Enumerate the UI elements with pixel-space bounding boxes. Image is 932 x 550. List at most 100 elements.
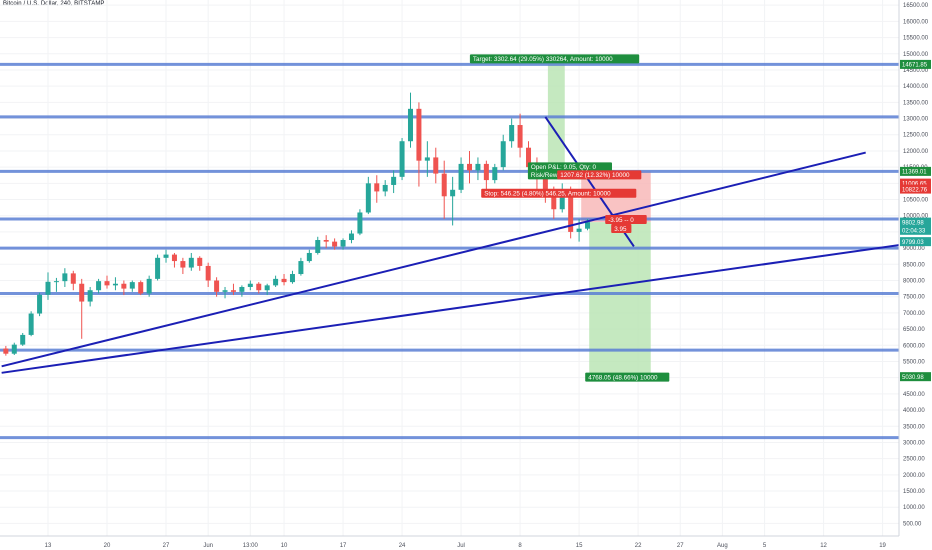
small-label-2: 3.95	[614, 226, 627, 233]
price-tag-box	[900, 178, 931, 188]
price-tag: 02:04:33	[902, 228, 926, 234]
y-tick-label: 7000.00	[903, 311, 925, 317]
candle-body	[230, 290, 236, 292]
small-label-1: -3.95 -- 0	[608, 217, 634, 224]
candle-body	[70, 273, 76, 284]
price-tag-box	[900, 217, 931, 227]
y-tick-label: 2500.00	[903, 457, 925, 463]
price-tag-box	[900, 59, 931, 69]
stop-label: Stop: 546.25 (4.80%) 546.25, Amount: 100…	[484, 191, 611, 198]
y-tick-label: 5500.00	[903, 359, 925, 365]
y-tick-label: 16000.00	[903, 19, 929, 25]
candle-body	[62, 273, 68, 282]
candle-body	[205, 265, 211, 281]
candle-body	[129, 282, 135, 289]
y-tick-label: 3000.00	[903, 440, 925, 446]
x-tick-label: 17	[340, 543, 347, 549]
candle-body	[112, 283, 118, 286]
candle-body	[526, 147, 532, 168]
x-tick-label: 12	[820, 543, 827, 549]
chart-title: Bitcoin / U.S. Dollar, 240, BITSTAMP	[3, 1, 105, 7]
price-tag-box	[900, 225, 931, 235]
candle-body	[559, 189, 565, 210]
candle-body	[188, 257, 194, 268]
candles	[3, 92, 591, 356]
price-tag: 9802.98	[902, 220, 924, 226]
candle-body	[104, 281, 110, 286]
candle-body	[273, 278, 279, 286]
target-label-box	[469, 54, 640, 64]
x-tick-label: 20	[104, 543, 111, 549]
y-tick-label: 500.00	[903, 521, 922, 527]
candle-body	[3, 348, 9, 354]
x-tick-label: 13:00	[243, 543, 259, 549]
candle-body	[163, 254, 169, 258]
candle-body	[450, 189, 456, 197]
candle-body	[306, 252, 312, 262]
y-tick-label: 15500.00	[903, 36, 929, 42]
candle-body	[433, 157, 439, 174]
x-tick-label: 10	[281, 543, 288, 549]
stop-top-label-box	[557, 170, 642, 180]
candle-body	[214, 280, 220, 292]
candle-body	[289, 274, 295, 283]
stop-top-label: 1207.62 (12.32%) 10000	[560, 172, 630, 179]
candle-body	[222, 290, 228, 292]
x-tick-label: 22	[635, 543, 642, 549]
open-pl-label: Open P&L: 9.05, Qty: 0	[531, 164, 597, 171]
candle-body	[79, 283, 85, 302]
candle-body	[441, 173, 447, 197]
price-tag: 5030.98	[902, 375, 924, 381]
y-tick-label: 14500.00	[903, 68, 929, 74]
price-tag: 11006.65	[902, 181, 927, 187]
candle-body	[357, 212, 363, 234]
y-tick-label: 16500.00	[903, 3, 929, 9]
candle-body	[568, 189, 574, 232]
y-tick-label: 13000.00	[903, 117, 929, 123]
candle-body	[492, 167, 498, 181]
y-axis: 500.00 1000.00 1500.00 2000.00 2500.00 3000.0…	[898, 0, 932, 550]
y-tick-label: 13500.00	[903, 100, 929, 106]
price-tag-box	[900, 237, 931, 247]
price-tag: 11369.01	[902, 170, 927, 176]
candle-body	[256, 283, 262, 291]
small-label-2-box	[611, 223, 632, 233]
candle-body	[247, 283, 253, 287]
candle-body	[20, 334, 26, 345]
candle-body	[197, 257, 203, 266]
stop-label-box	[481, 188, 637, 198]
bottom-label: 4768.05 (48.66%) 10000	[588, 374, 658, 381]
candle-body	[517, 125, 523, 148]
candle-body	[382, 184, 388, 192]
x-tick-label: Jun	[203, 543, 213, 549]
y-tick-label: 10500.00	[903, 198, 929, 204]
x-tick-label: 8	[518, 543, 522, 549]
small-label-1-box	[605, 214, 647, 224]
x-axis: 13 20 27 Jun 13:00 10 17 24 Jul 8 15 22 27 Aug 5 12 19	[0, 535, 932, 550]
candle-body	[399, 141, 405, 177]
candle-body	[264, 285, 270, 291]
x-tick-label: 15	[576, 543, 583, 549]
y-tick-label: 7500.00	[903, 295, 925, 301]
y-tick-label: 4000.00	[903, 408, 925, 414]
y-tick-label: 15000.00	[903, 52, 929, 58]
candle-body	[391, 176, 397, 185]
candle-body	[500, 141, 506, 168]
price-tag: 14671.85	[902, 63, 928, 69]
candle-body	[171, 254, 177, 262]
candle-body	[11, 344, 17, 354]
candle-body	[146, 278, 152, 294]
candle-body	[374, 183, 380, 192]
y-tick-label: 8500.00	[903, 262, 925, 268]
candle-body	[542, 176, 548, 197]
candle-body	[121, 283, 127, 289]
candle-body	[281, 278, 287, 283]
x-tick-label: 19	[879, 543, 886, 549]
candle-body	[87, 290, 93, 302]
profit-zone	[589, 222, 651, 377]
candle-body	[551, 196, 557, 210]
candle-body	[475, 163, 481, 171]
y-tick-label: 12500.00	[903, 133, 929, 139]
candle-body	[180, 261, 186, 268]
